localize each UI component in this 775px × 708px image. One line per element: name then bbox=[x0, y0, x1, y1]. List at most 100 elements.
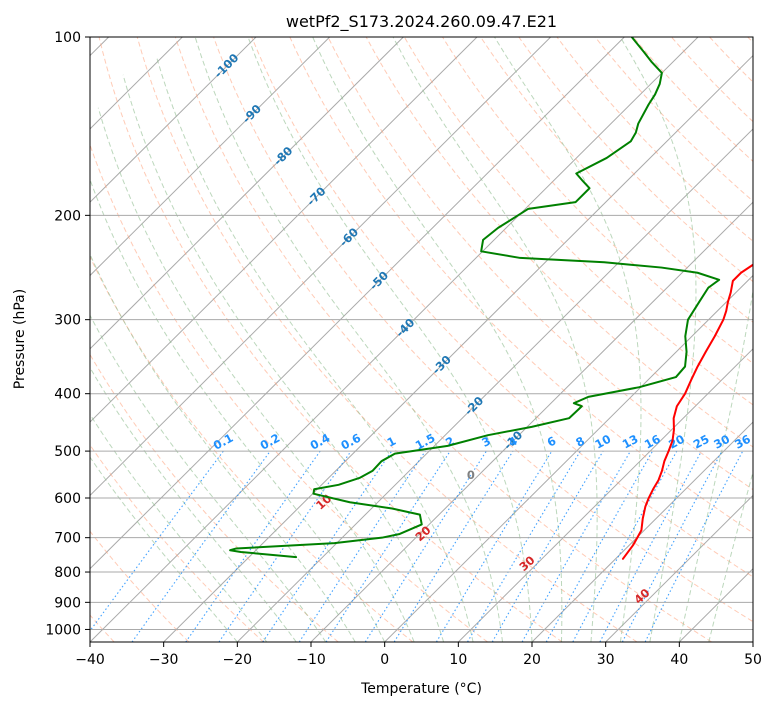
dry-adiabat-line bbox=[90, 255, 414, 642]
moist-adiabat-line bbox=[90, 413, 268, 642]
isotherm-label: -100 bbox=[211, 51, 241, 81]
mixing-ratio-line bbox=[90, 450, 224, 632]
dry-adiabat-line bbox=[747, 37, 753, 44]
mixing-ratio-line bbox=[621, 450, 723, 642]
dry-adiabat-line bbox=[289, 37, 753, 534]
moist-adiabat-lines bbox=[90, 37, 753, 642]
moist-adiabat-line bbox=[247, 37, 533, 642]
isotherm-line bbox=[90, 37, 699, 642]
x-tick-label: −20 bbox=[223, 652, 253, 668]
x-tick-label: 0 bbox=[380, 652, 389, 668]
pressure-gridlines bbox=[90, 37, 753, 630]
x-tick-label: 20 bbox=[523, 652, 541, 668]
isotherm-line bbox=[90, 37, 257, 203]
mixing-ratio-label: 20 bbox=[666, 432, 687, 452]
mixing-ratio-label: 0.4 bbox=[308, 431, 333, 453]
moist-adiabat-line bbox=[90, 366, 297, 642]
moist-adiabat-line bbox=[312, 37, 563, 642]
moist-adiabat-line bbox=[678, 37, 753, 642]
mixing-ratio-label: 13 bbox=[620, 432, 641, 452]
moist-adiabat-line bbox=[194, 37, 504, 642]
isotherm-lines bbox=[90, 37, 753, 642]
mixing-ratio-label: 0.6 bbox=[339, 431, 364, 453]
x-tick-label: 40 bbox=[670, 652, 688, 668]
x-axis: −40 −30 −20 −10 0 10 20 30 40 50 bbox=[75, 642, 762, 668]
x-axis-label: Temperature (°C) bbox=[360, 681, 482, 697]
mixing-ratio-line bbox=[364, 450, 487, 642]
moist-adiabat-label: 0 bbox=[467, 468, 475, 482]
mixing-ratio-line bbox=[491, 450, 604, 642]
x-tick-label: 30 bbox=[597, 652, 615, 668]
dry-adiabat-line bbox=[251, 37, 753, 578]
isotherm-line bbox=[752, 641, 753, 642]
moist-adiabat-line bbox=[708, 470, 753, 642]
mixing-ratio-label: 10 bbox=[593, 432, 614, 452]
mixing-ratio-label: 16 bbox=[642, 432, 663, 452]
isotherm-line bbox=[90, 37, 625, 570]
y-axis-label: Pressure (hPa) bbox=[12, 289, 28, 389]
isotherm-line bbox=[605, 494, 753, 642]
moist-adiabat-line bbox=[122, 74, 445, 642]
x-tick-label: −40 bbox=[75, 652, 105, 668]
mixing-ratio-label: 36 bbox=[732, 432, 753, 452]
y-tick-label: 100 bbox=[54, 30, 81, 46]
moist-adiabat-line bbox=[90, 456, 238, 642]
y-tick-label: 800 bbox=[54, 565, 81, 581]
mixing-ratio-lines bbox=[90, 450, 744, 642]
mixing-ratio-line bbox=[435, 450, 553, 642]
x-tick-label: −10 bbox=[296, 652, 326, 668]
dry-adiabat-line bbox=[98, 37, 563, 642]
dry-adiabat-line bbox=[90, 530, 190, 642]
moist-adiabat-line bbox=[97, 107, 415, 642]
y-tick-label: 300 bbox=[54, 313, 81, 329]
y-tick-label: 1000 bbox=[45, 622, 81, 638]
mixing-ratio-label: 1 bbox=[385, 434, 399, 450]
x-tick-label: 50 bbox=[744, 652, 762, 668]
mixing-ratio-line bbox=[325, 450, 451, 642]
temperature-line bbox=[621, 263, 753, 560]
y-tick-label: 900 bbox=[54, 595, 81, 611]
mixing-ratio-label: 0.2 bbox=[258, 431, 283, 453]
chart-title: wetPf2_S173.2024.260.09.47.E21 bbox=[286, 12, 557, 32]
isotherm-line bbox=[531, 421, 753, 642]
x-tick-label: 10 bbox=[449, 652, 467, 668]
dry-adiabat-line bbox=[403, 37, 753, 406]
mixing-ratio-line bbox=[644, 450, 744, 642]
moist-adiabat-line bbox=[619, 37, 697, 642]
dry-adiabat-line bbox=[480, 37, 753, 323]
mixing-ratio-line bbox=[467, 450, 581, 642]
dry-adiabat-line bbox=[90, 143, 488, 642]
mixing-ratio-label: 25 bbox=[691, 432, 712, 452]
line-labels: -100-90-80-70-60-50-40-30-20-100.1 0.2 0.4… bbox=[211, 51, 753, 607]
dry-adiabat-line bbox=[671, 37, 753, 123]
isotherm-line bbox=[236, 128, 753, 642]
isotherm-line bbox=[90, 37, 478, 423]
mixing-ratio-label: 0.1 bbox=[211, 431, 236, 453]
mixing-ratio-line bbox=[545, 450, 654, 642]
mixing-ratio-line bbox=[131, 450, 271, 642]
mixing-ratio-line bbox=[572, 450, 678, 642]
dry-adiabat-line bbox=[213, 37, 753, 623]
y-tick-label: 200 bbox=[54, 208, 81, 224]
dry-adiabat-line bbox=[442, 37, 753, 364]
isotherm-line bbox=[90, 37, 404, 350]
y-axis: 100 200 300 400 500 600 700 800 900 1000 bbox=[45, 30, 90, 638]
dewpoint-line bbox=[229, 37, 721, 559]
y-tick-label: 600 bbox=[54, 491, 81, 507]
isotherm-line bbox=[90, 37, 331, 277]
plot-frame bbox=[89, 36, 754, 643]
moist-adiabat-line bbox=[90, 314, 327, 642]
y-tick-label: 400 bbox=[54, 387, 81, 403]
dry-adiabat-line bbox=[709, 37, 753, 83]
mixing-ratio-label: 30 bbox=[711, 432, 732, 452]
moist-adiabat-line bbox=[494, 37, 642, 642]
dry-adiabat-line bbox=[632, 37, 753, 162]
moist-adiabat-line bbox=[90, 253, 356, 642]
mixing-ratio-line bbox=[599, 450, 702, 642]
isotherm-label: -80 bbox=[271, 144, 296, 169]
dry-adiabat-line bbox=[518, 37, 753, 283]
moist-adiabat-line bbox=[155, 56, 474, 642]
dry-adiabat-line bbox=[90, 353, 339, 642]
mixing-ratio-line bbox=[521, 450, 631, 642]
